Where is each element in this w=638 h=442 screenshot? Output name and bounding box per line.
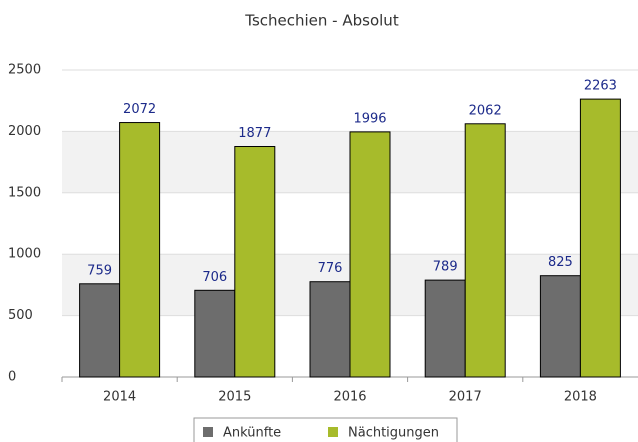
bar: [579, 98, 621, 378]
bar: [194, 289, 236, 378]
y-tick-label: 1000: [8, 247, 41, 262]
value-label: 1877: [238, 126, 271, 141]
bar: [309, 281, 351, 378]
y-tick-label: 500: [8, 308, 33, 323]
value-label: 759: [87, 263, 112, 278]
value-label: 776: [318, 261, 343, 276]
bar: [119, 122, 161, 378]
x-tick-label: 2014: [103, 390, 136, 405]
x-tick-label: 2017: [449, 390, 482, 405]
legend-swatch: [203, 427, 213, 437]
value-label: 706: [202, 270, 227, 285]
x-tick-label: 2018: [564, 390, 597, 405]
x-tick-label: 2015: [218, 390, 251, 405]
legend-label: Nächtigungen: [348, 426, 439, 441]
bar: [234, 146, 276, 378]
y-tick-label: 0: [8, 370, 16, 385]
y-tick-label: 2500: [8, 63, 41, 78]
value-label: 789: [433, 260, 458, 275]
bar: [349, 131, 391, 378]
y-tick-label: 2000: [8, 124, 41, 139]
x-tick-label: 2016: [333, 390, 366, 405]
bar: [79, 283, 121, 378]
value-label: 2062: [469, 103, 502, 118]
y-tick-label: 1500: [8, 185, 41, 200]
value-label: 825: [548, 255, 573, 270]
value-label: 2263: [584, 79, 617, 94]
bar: [539, 275, 581, 378]
bar: [424, 279, 466, 378]
chart-title: Tschechien - Absolut: [244, 12, 399, 30]
legend-box: [193, 417, 458, 442]
legend-label: Ankünfte: [223, 426, 281, 441]
bar: [464, 123, 506, 378]
legend-swatch: [328, 427, 338, 437]
value-label: 2072: [123, 102, 156, 117]
value-label: 1996: [353, 111, 386, 126]
